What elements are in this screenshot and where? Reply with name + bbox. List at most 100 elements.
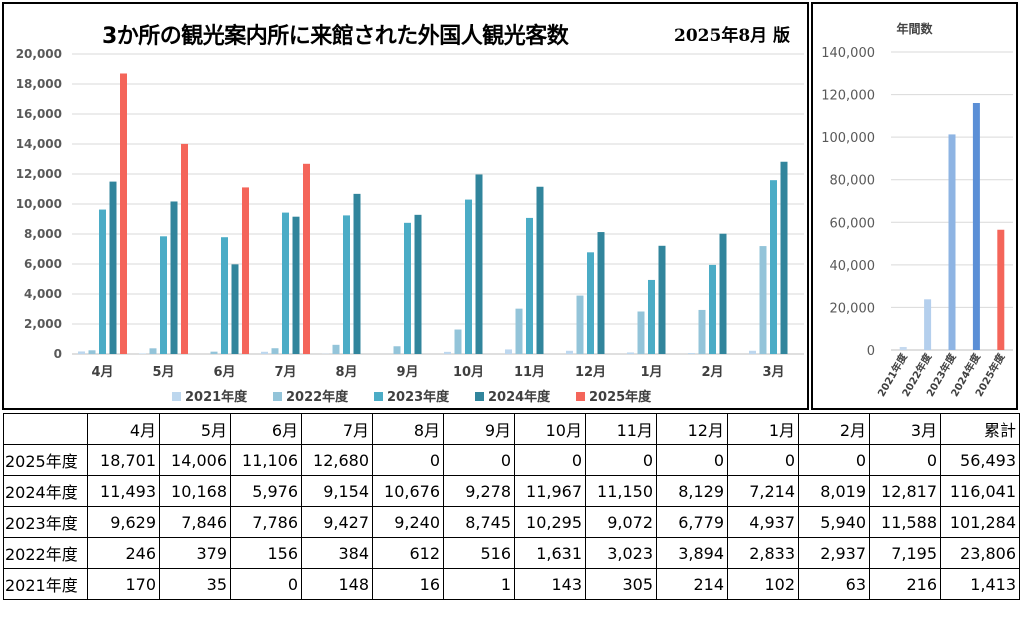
row-header: 2021年度	[3, 568, 88, 600]
table-cell: 23,806	[940, 537, 1020, 569]
y-tick-label: 16,000	[16, 107, 62, 121]
table-cell: 16	[372, 568, 444, 600]
table-cell: 0	[656, 444, 728, 476]
y-tick-label: 4,000	[24, 287, 62, 301]
x-tick-label: 7月	[274, 365, 296, 380]
x-tick-label: 11月	[514, 365, 545, 380]
table-cell: 11,588	[869, 506, 941, 538]
column-header: 4月	[87, 413, 160, 445]
x-tick-label: 10月	[453, 365, 484, 380]
bar-2024年度-11月	[536, 186, 544, 354]
y-tick-label: 2,000	[24, 317, 62, 331]
x-tick-label: 9月	[396, 365, 418, 380]
table-cell: 170	[87, 568, 160, 600]
bar-2021年度-4月	[78, 351, 85, 354]
bar-2024年度-1月	[658, 245, 666, 354]
bar-2023年度-3月	[770, 180, 777, 354]
bar-2024年度-3月	[780, 161, 788, 354]
table-cell: 0	[798, 444, 870, 476]
table-cell: 10,295	[514, 506, 586, 538]
bar-2023年度-7月	[282, 212, 289, 354]
table-cell: 9,072	[585, 506, 657, 538]
annual-bar-2023年度	[948, 134, 956, 350]
x-tick-label: 4月	[91, 365, 113, 380]
y-tick-label: 8,000	[24, 227, 62, 241]
table-cell: 0	[443, 444, 515, 476]
annual-bar-2021年度	[899, 346, 907, 350]
row-header: 2023年度	[3, 506, 88, 538]
y-tick-label: 140,000	[821, 46, 875, 61]
annual-chart-panel: 年間数 0 20,000 40,000 60,000 80,000 100,000 120,…	[811, 2, 1018, 410]
table-cell: 18,701	[87, 444, 160, 476]
legend-label: 2022年度	[286, 389, 349, 405]
bar-2023年度-11月	[526, 217, 533, 354]
table-cell: 8,129	[656, 475, 728, 507]
table-row: 2023年度 9,629 7,846 7,786 9,427 9,240 8,745 10,2…	[3, 506, 1020, 538]
bar-2023年度-12月	[587, 252, 594, 354]
table-cell: 4,937	[727, 506, 799, 538]
bar-2023年度-9月	[404, 222, 411, 354]
bar-2022年度-6月	[210, 351, 218, 354]
table-cell: 116,041	[940, 475, 1020, 507]
bar-2021年度-2月	[688, 353, 695, 354]
column-header: 2月	[798, 413, 870, 445]
table-cell: 5,940	[798, 506, 870, 538]
y-tick-label: 18,000	[16, 77, 62, 91]
table-cell: 9,629	[87, 506, 160, 538]
bar-2021年度-7月	[261, 351, 268, 354]
bar-2022年度-3月	[759, 246, 767, 354]
column-header	[3, 413, 88, 445]
table-cell: 14,006	[159, 444, 231, 476]
y-tick-label: 0	[54, 347, 62, 361]
table-cell: 10,168	[159, 475, 231, 507]
x-tick-label: 5月	[152, 365, 174, 380]
table-row: 2025年度 18,701 14,006 11,106 12,680 0 0 0 0 0 0 0 0 56…	[3, 444, 1020, 476]
monthly-chart-panel: 3か所の観光案内所に来館された外国人観光客数 2025年8月 版 0 2,000 4…	[2, 2, 809, 410]
bar-2025年度-5月	[181, 143, 188, 354]
y-tick-label: 20,000	[16, 47, 62, 61]
table-cell: 1,413	[940, 568, 1020, 600]
table-cell: 11,106	[230, 444, 302, 476]
table-cell: 63	[798, 568, 870, 600]
column-header: 11月	[585, 413, 657, 445]
row-header: 2024年度	[3, 475, 88, 507]
column-header: 1月	[727, 413, 799, 445]
table-cell: 8,019	[798, 475, 870, 507]
legend-label: 2023年度	[387, 389, 450, 405]
bar-2024年度-5月	[170, 201, 178, 354]
table-cell: 0	[727, 444, 799, 476]
table-cell: 148	[301, 568, 373, 600]
bar-2024年度-7月	[292, 216, 300, 354]
table-cell: 12,680	[301, 444, 373, 476]
bar-2025年度-7月	[303, 163, 310, 354]
table-cell: 11,493	[87, 475, 160, 507]
bar-2023年度-4月	[99, 209, 106, 354]
monthly-bar-chart: 0 2,000 4,000 6,000 8,000 10,000 12,000 14,000 1…	[16, 47, 804, 405]
bar-2022年度-2月	[698, 309, 706, 354]
column-header: 5月	[159, 413, 231, 445]
x-tick-label: 1月	[640, 365, 662, 380]
table-cell: 0	[869, 444, 941, 476]
table-cell: 2,937	[798, 537, 870, 569]
table-cell: 11,150	[585, 475, 657, 507]
table-cell: 102	[727, 568, 799, 600]
x-tick-label: 3月	[762, 365, 784, 380]
table-cell: 11,967	[514, 475, 586, 507]
legend-label: 2021年度	[185, 389, 248, 405]
column-header: 累計	[940, 413, 1020, 445]
bar-2024年度-8月	[353, 193, 361, 354]
bar-2021年度-5月	[139, 353, 146, 354]
column-header: 12月	[656, 413, 728, 445]
y-tick-label: 12,000	[16, 167, 62, 181]
legend-swatch	[374, 392, 383, 401]
row-header: 2025年度	[3, 444, 88, 476]
bar-2022年度-4月	[88, 350, 96, 354]
legend-swatch	[475, 392, 484, 401]
column-header: 10月	[514, 413, 586, 445]
legend-swatch	[576, 392, 585, 401]
y-tick-label: 14,000	[16, 137, 62, 151]
column-header: 6月	[230, 413, 302, 445]
table-cell: 6,779	[656, 506, 728, 538]
table-cell: 3,023	[585, 537, 657, 569]
table-cell: 384	[301, 537, 373, 569]
